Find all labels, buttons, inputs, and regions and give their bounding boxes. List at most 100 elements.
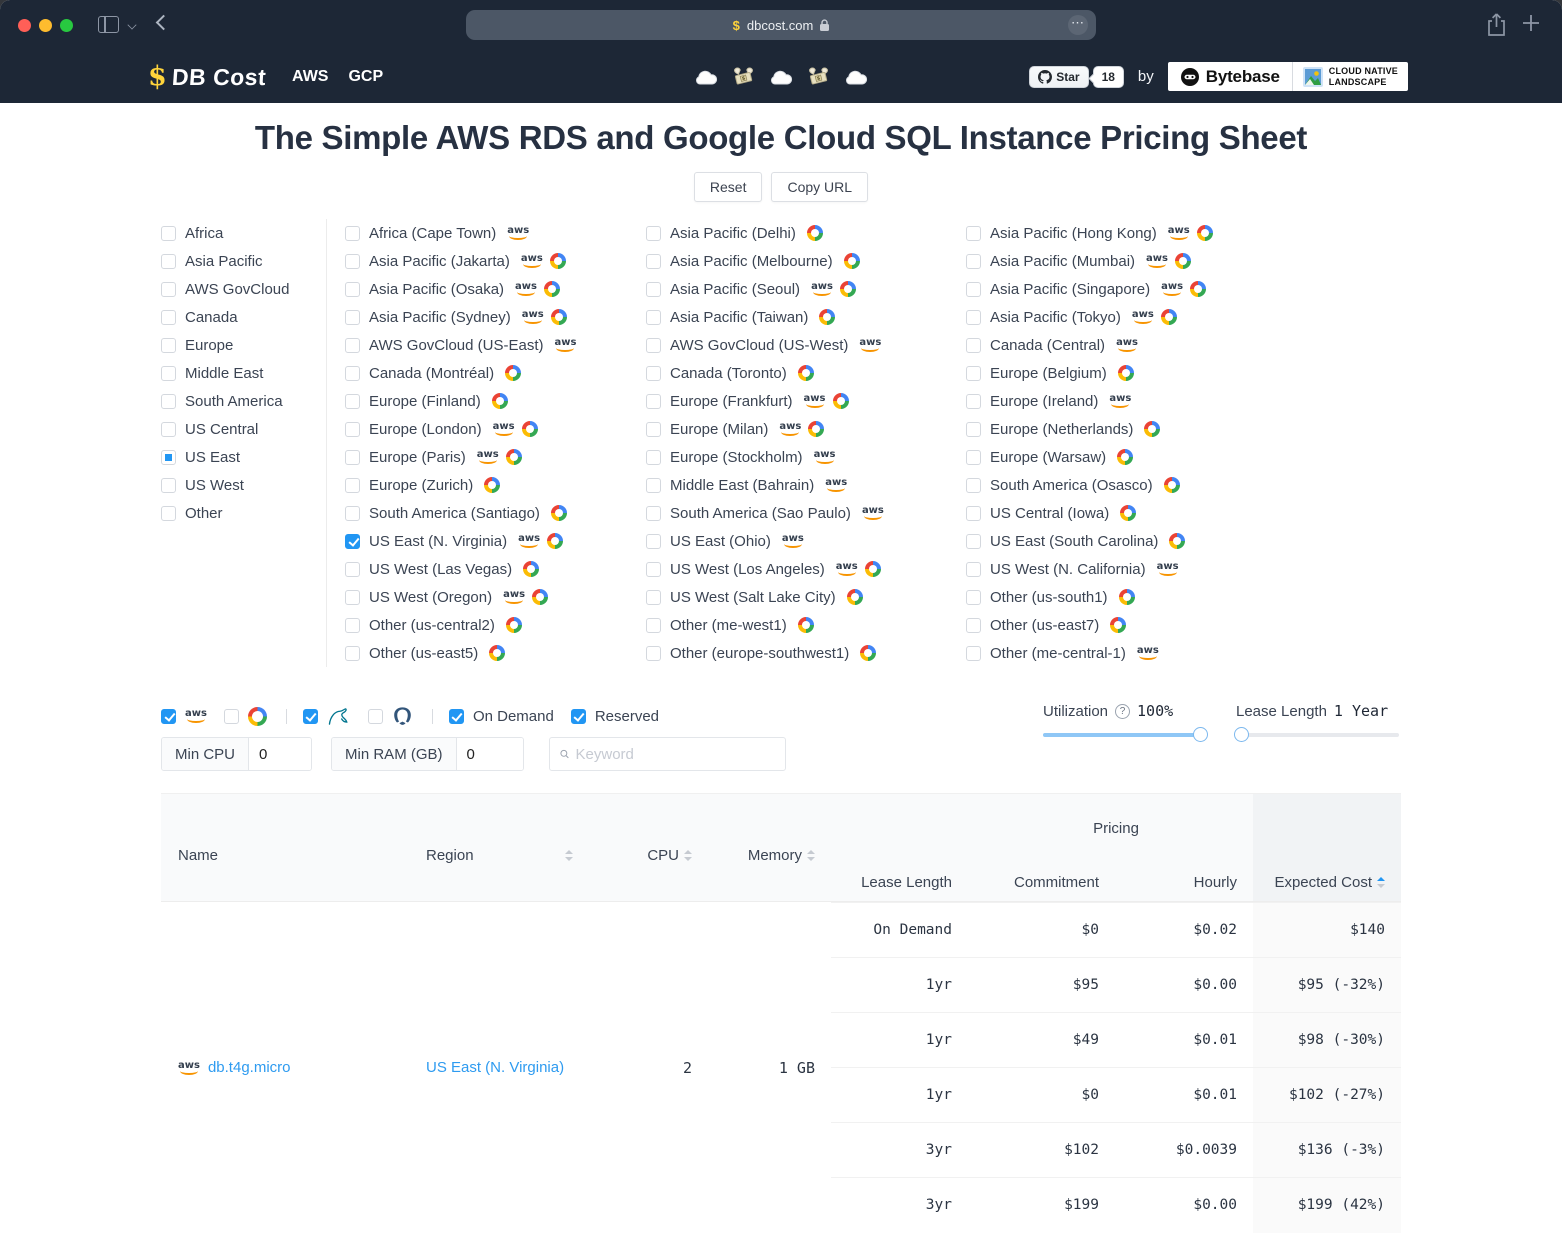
keyword-search-box[interactable] [548,737,786,771]
region-checkbox[interactable] [646,533,661,549]
region-group-checkbox[interactable] [161,365,176,381]
region-group-label[interactable]: US Central [185,420,259,438]
region-group-item[interactable]: Africa [161,219,326,247]
instance-name-link[interactable]: db.t4g.micro [207,1059,291,1076]
region-item[interactable]: Europe (Stockholm) aws [646,443,966,471]
region-item[interactable]: Asia Pacific (Seoul) aws [646,275,966,303]
region-checkbox[interactable] [966,505,981,521]
expected-cost-column-header[interactable]: Expected Cost [1253,874,1401,891]
region-group-item[interactable]: US Central [161,415,326,443]
region-item[interactable]: Canada (Montréal) aws [345,359,646,387]
region-checkbox[interactable] [966,477,981,493]
github-star-button[interactable]: Star 18 [1029,65,1124,88]
region-group-item[interactable]: Europe [161,331,326,359]
region-item[interactable]: Europe (Milan) aws [646,415,966,443]
on-demand-label[interactable]: On Demand [472,707,554,725]
nav-link-aws[interactable]: AWS [292,67,329,85]
region-checkbox[interactable] [345,253,360,269]
region-checkbox[interactable] [966,589,981,605]
utilization-slider[interactable] [1043,727,1208,742]
region-label[interactable]: Asia Pacific (Melbourne) [670,252,833,270]
sort-arrows-icon[interactable] [684,850,692,861]
region-checkbox[interactable] [966,365,981,381]
region-group-label[interactable]: Canada [185,308,238,326]
region-item[interactable]: AWS GovCloud (US-West) aws [646,331,966,359]
region-checkbox[interactable] [345,477,360,493]
region-label[interactable]: AWS GovCloud (US-West) [670,336,849,354]
region-item[interactable]: Asia Pacific (Singapore) aws [966,275,1401,303]
region-label[interactable]: Asia Pacific (Tokyo) [990,308,1121,326]
region-item[interactable]: US West (Salt Lake City) aws [646,583,966,611]
region-checkbox[interactable] [646,253,661,269]
region-label[interactable]: Asia Pacific (Taiwan) [670,308,809,326]
region-checkbox[interactable] [646,393,661,409]
aws-filter-checkbox[interactable] [161,708,176,724]
cpu-column-header[interactable]: CPU [601,847,692,864]
region-group-item[interactable]: Middle East [161,359,326,387]
region-checkbox[interactable] [646,281,661,297]
region-item[interactable]: Europe (Paris) aws [345,443,646,471]
region-item[interactable]: Middle East (Bahrain) aws [646,471,966,499]
close-window-button[interactable] [18,19,31,32]
region-item[interactable]: Europe (Warsaw) aws [966,443,1401,471]
reserved-checkbox[interactable] [570,708,586,724]
region-checkbox[interactable] [646,505,661,521]
region-label[interactable]: Europe (Belgium) [990,364,1107,382]
region-checkbox[interactable] [966,421,981,437]
region-label[interactable]: South America (Sao Paulo) [670,504,851,522]
region-item[interactable]: Europe (Frankfurt) aws [646,387,966,415]
region-label[interactable]: US West (N. California) [990,560,1146,578]
region-label[interactable]: Canada (Montréal) [369,364,495,382]
region-item[interactable]: Europe (Belgium) aws [966,359,1401,387]
region-checkbox[interactable] [966,449,981,465]
region-checkbox[interactable] [345,365,360,381]
sort-arrows-icon[interactable] [1377,877,1385,888]
region-group-label[interactable]: US East [185,448,241,466]
region-item[interactable]: Other (me-central-1) aws [966,639,1401,667]
region-item[interactable]: US West (Oregon) aws [345,583,646,611]
region-item[interactable]: Other (europe-southwest1) aws [646,639,966,667]
region-label[interactable]: Other (me-west1) [670,616,787,634]
address-bar[interactable]: $ dbcost.com ⋯ [466,10,1096,40]
region-group-checkbox[interactable] [161,309,176,325]
region-checkbox[interactable] [345,393,360,409]
region-checkbox[interactable] [646,477,661,493]
region-item[interactable]: Canada (Toronto) aws [646,359,966,387]
region-checkbox[interactable] [646,449,661,465]
reserved-filter[interactable]: Reserved [570,708,659,725]
region-label[interactable]: Europe (Paris) [369,448,466,466]
min-ram-input[interactable] [456,738,523,770]
region-label[interactable]: Europe (Stockholm) [670,448,803,466]
region-label[interactable]: South America (Osasco) [990,476,1153,494]
chevron-down-icon[interactable] [127,20,137,30]
region-item[interactable]: Europe (London) aws [345,415,646,443]
region-checkbox[interactable] [345,589,360,605]
region-item[interactable]: Asia Pacific (Jakarta) aws [345,247,646,275]
region-group-checkbox[interactable] [161,393,176,409]
region-checkbox[interactable] [345,421,360,437]
region-group-label[interactable]: US West [185,476,244,494]
share-icon[interactable] [1487,13,1506,37]
mysql-engine-filter[interactable] [302,706,351,727]
region-checkbox[interactable] [966,561,981,577]
region-label[interactable]: Asia Pacific (Delhi) [670,224,796,242]
region-label[interactable]: Asia Pacific (Mumbai) [990,252,1136,270]
region-group-checkbox[interactable] [161,449,176,465]
region-label[interactable]: Other (us-east7) [990,616,1100,634]
region-group-checkbox[interactable] [161,225,176,241]
region-label[interactable]: Africa (Cape Town) [369,224,497,242]
region-group-item[interactable]: South America [161,387,326,415]
region-label[interactable]: US West (Salt Lake City) [670,588,836,606]
region-group-item[interactable]: US East [161,443,326,471]
region-item[interactable]: US West (Las Vegas) aws [345,555,646,583]
instance-region-link[interactable]: US East (N. Virginia) [426,1059,565,1076]
region-checkbox[interactable] [345,225,360,241]
region-checkbox[interactable] [966,253,981,269]
region-label[interactable]: Asia Pacific (Hong Kong) [990,224,1157,242]
nav-link-gcp[interactable]: GCP [348,67,384,85]
zoom-window-button[interactable] [60,19,73,32]
region-label[interactable]: Middle East (Bahrain) [670,476,815,494]
lease-length-slider[interactable] [1234,727,1399,742]
region-label[interactable]: US East (Ohio) [670,532,771,550]
region-checkbox[interactable] [966,281,981,297]
